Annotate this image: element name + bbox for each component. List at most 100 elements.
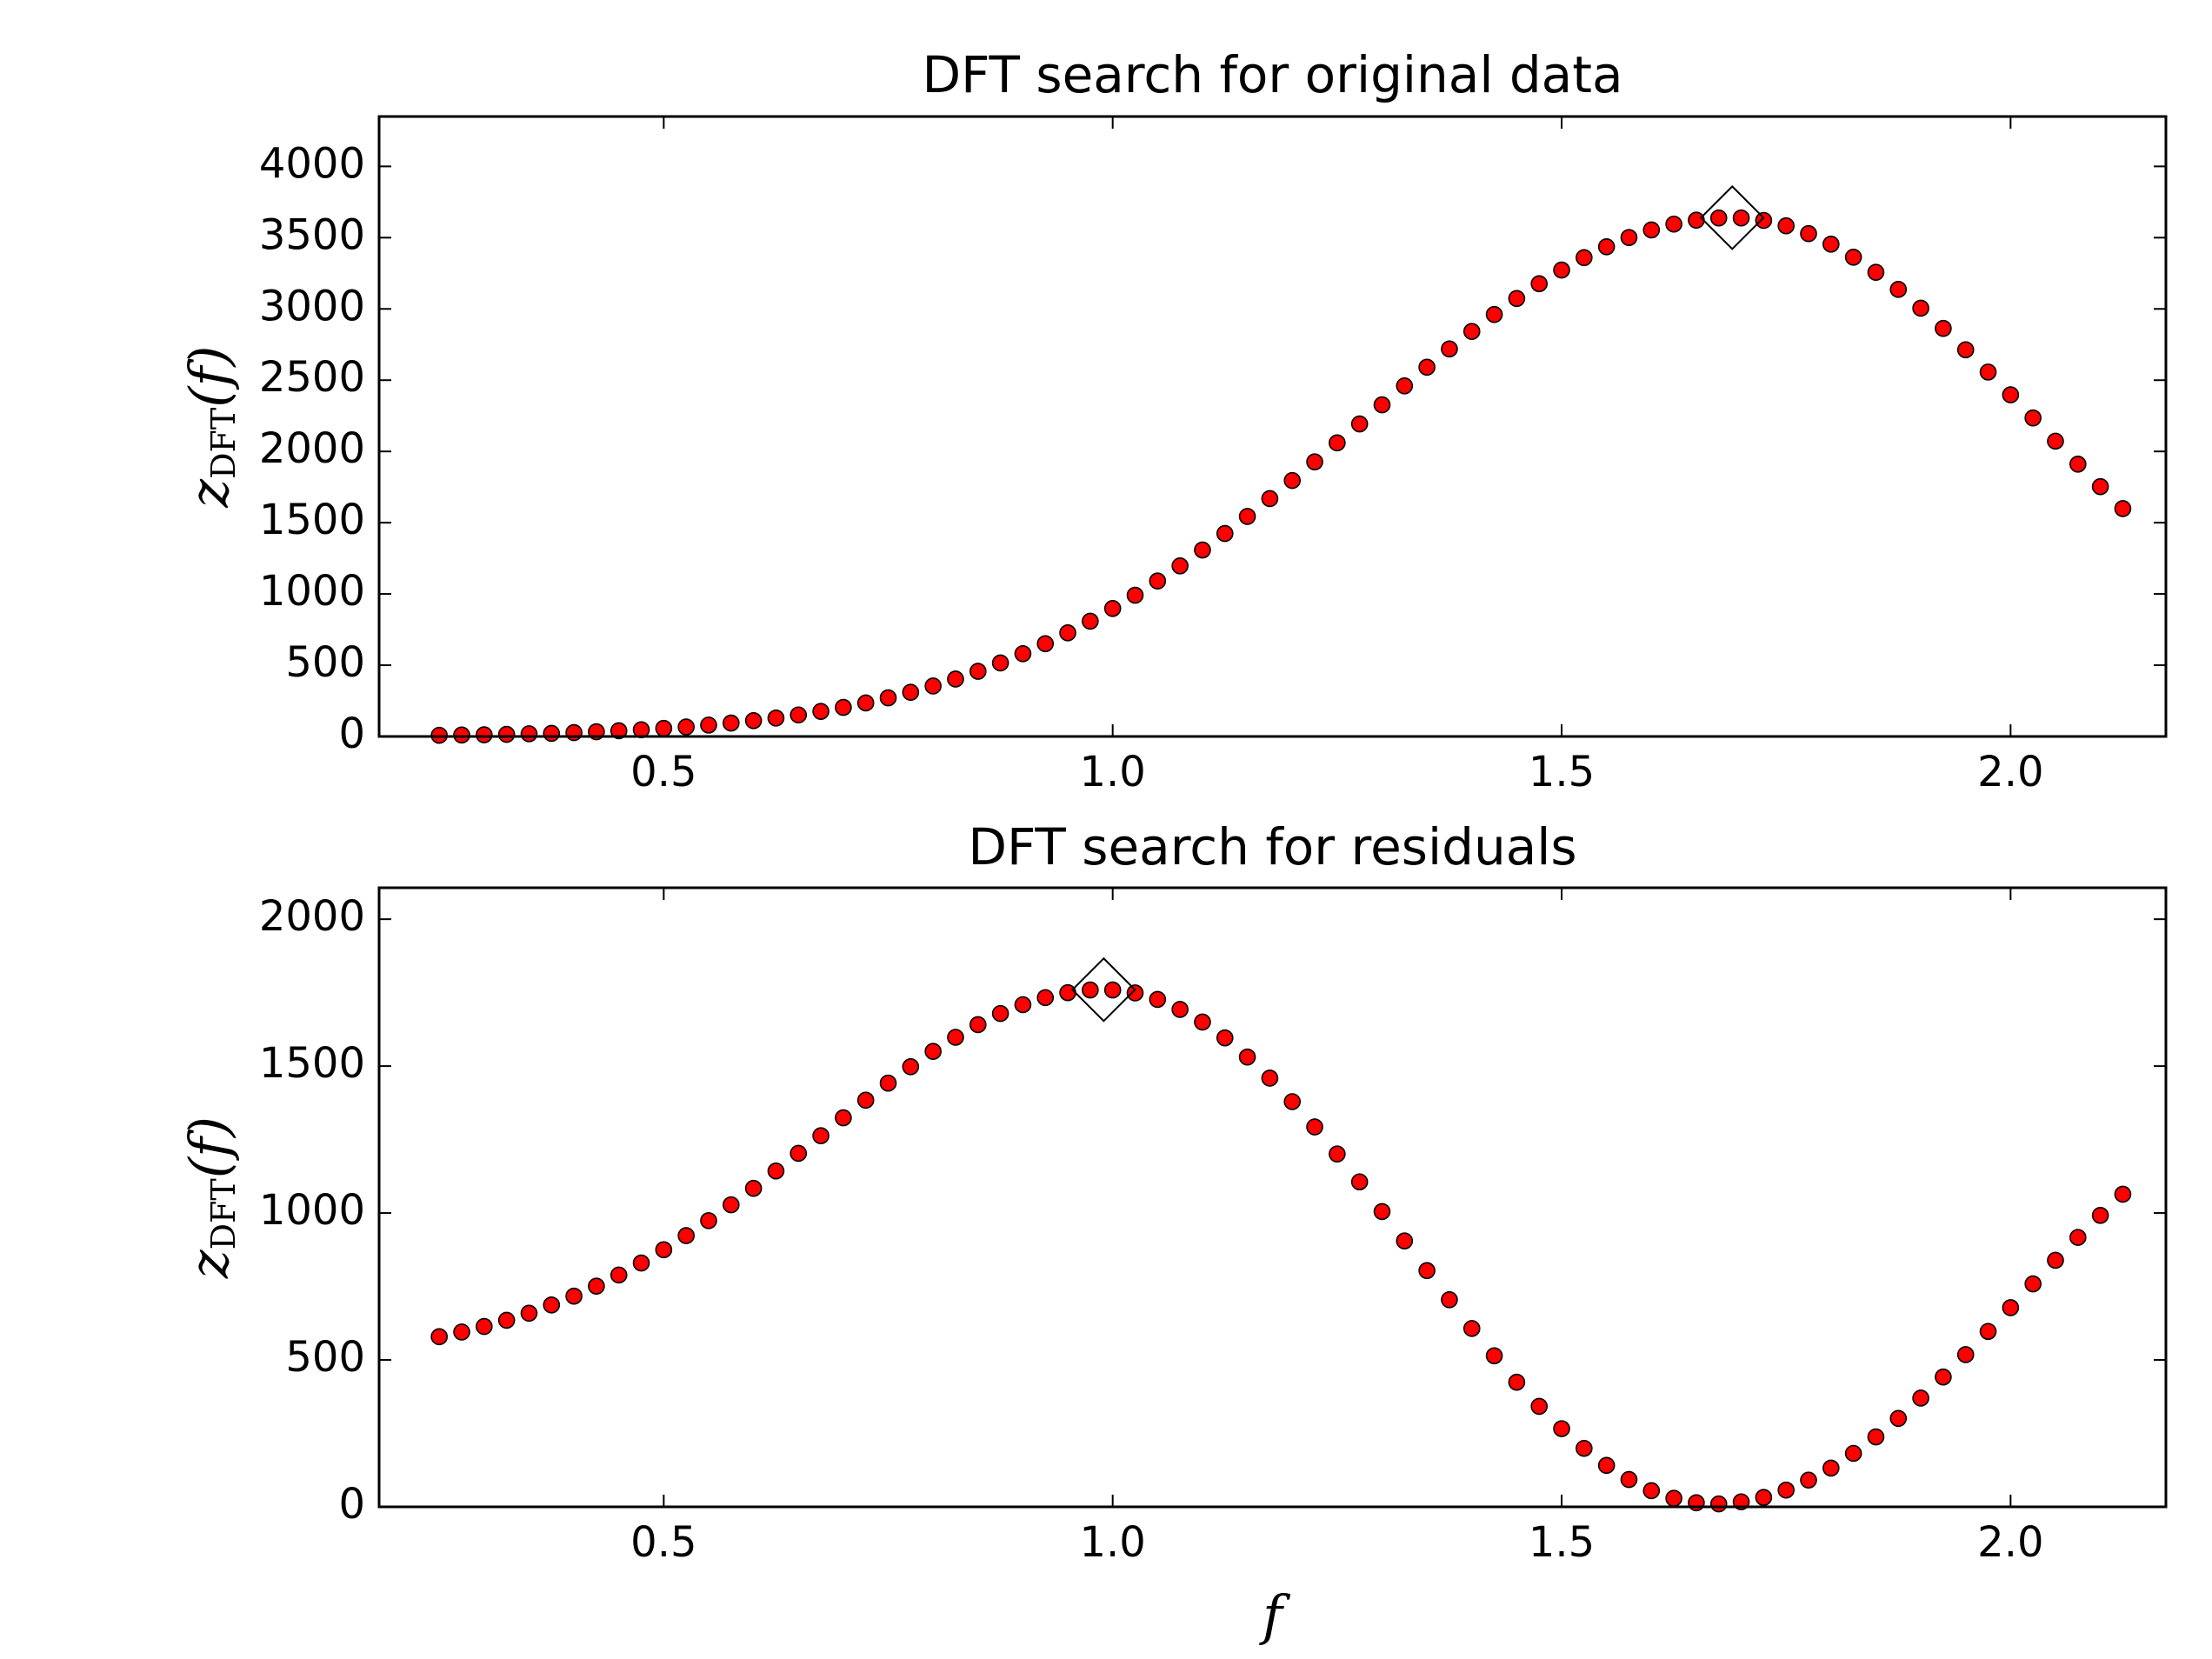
data-point: [1014, 996, 1032, 1014]
data-point: [723, 1196, 740, 1214]
data-point: [2091, 1206, 2109, 1224]
data-point: [2002, 1299, 2020, 1316]
data-point: [1889, 281, 1908, 298]
data-point: [476, 1317, 493, 1336]
data-point: [1912, 299, 1929, 317]
data-point: [1036, 989, 1055, 1007]
y-label-argument: (f): [177, 345, 241, 407]
data-point: [835, 698, 852, 716]
data-point: [1508, 290, 1526, 308]
data-point: [2114, 1185, 2132, 1203]
data-point: [947, 670, 964, 688]
chart-title: DFT search for original data: [922, 45, 1622, 104]
data-point: [1126, 586, 1144, 604]
data-point: [1261, 490, 1279, 508]
data-point: [1867, 263, 1885, 281]
data-point: [543, 1296, 561, 1314]
data-point: [767, 1162, 785, 1180]
data-point: [677, 1227, 695, 1244]
data-point: [1597, 1456, 1616, 1475]
data-point: [1216, 1029, 1234, 1047]
data-point: [497, 725, 516, 743]
data-point: [1082, 981, 1099, 999]
data-point: [902, 1057, 920, 1076]
data-point: [991, 654, 1009, 672]
data-point: [1755, 211, 1773, 230]
data-point: [1642, 1482, 1661, 1500]
data-point: [1126, 984, 1144, 1002]
data-point: [1462, 323, 1481, 340]
data-point: [1553, 1420, 1570, 1437]
data-point: [1485, 1347, 1503, 1365]
data-point: [812, 703, 830, 720]
data-point: [1844, 248, 1862, 266]
y-tick-label: 1500: [259, 496, 365, 544]
data-point: [655, 1241, 673, 1259]
data-point: [1530, 275, 1549, 293]
data-point: [1576, 1439, 1593, 1457]
data-point: [1485, 305, 1503, 323]
data-point: [1194, 1013, 1211, 1031]
y-label-argument: (f): [177, 1116, 241, 1178]
data-point: [1329, 434, 1346, 452]
y-tick-label: 1000: [259, 1186, 365, 1235]
subplot: DFT search for original data zDFT(f) 0 500 1…: [177, 45, 2168, 796]
data-point: [1171, 1001, 1189, 1018]
data-point: [744, 1179, 763, 1197]
data-point: [1350, 1173, 1369, 1191]
data-point: [1329, 1145, 1346, 1163]
data-point: [677, 718, 695, 736]
data-point: [1979, 1323, 1997, 1341]
data-point: [902, 683, 920, 701]
y-label-symbol: z: [177, 479, 241, 509]
data-point: [430, 1328, 448, 1346]
data-point: [1620, 229, 1638, 246]
y-tick-label: 0: [338, 710, 365, 758]
data-point: [1059, 624, 1076, 642]
peak-marker: [1070, 956, 1136, 1023]
data-point: [2047, 432, 2064, 450]
data-point: [520, 1304, 538, 1323]
y-label-symbol: z: [177, 1249, 241, 1279]
x-tick-label: 1.0: [1080, 748, 1146, 796]
data-point: [632, 1254, 650, 1272]
y-tick-label: 2000: [259, 892, 365, 941]
data-point: [879, 1074, 897, 1092]
data-point: [1014, 644, 1032, 663]
y-axis-label: zDFT(f): [177, 1116, 242, 1279]
data-point: [1889, 1409, 1908, 1428]
data-point: [1777, 217, 1795, 235]
data-point: [1844, 1444, 1862, 1462]
data-point: [1396, 376, 1414, 395]
data-point: [1036, 635, 1055, 653]
data-point: [1755, 1489, 1773, 1506]
y-axis-label: zDFT(f): [177, 345, 242, 508]
x-tick-label: 0.5: [630, 748, 696, 796]
data-point: [2024, 1275, 2042, 1293]
data-point: [1530, 1397, 1549, 1416]
data-point: [2002, 386, 2020, 403]
data-point: [700, 716, 717, 734]
y-tick-label: 0: [338, 1480, 365, 1529]
x-tick-label: 0.5: [630, 1518, 696, 1567]
data-point: [991, 1004, 1009, 1023]
y-tick-label: 3500: [259, 210, 365, 259]
data-point: [453, 1323, 470, 1341]
data-point: [1665, 1489, 1682, 1508]
plot-frame: [377, 115, 2168, 738]
plot-frame: [377, 886, 2168, 1509]
data-point: [1688, 211, 1705, 229]
data-point: [1283, 1093, 1302, 1110]
data-point: [1956, 1346, 1975, 1363]
data-point: [879, 689, 897, 707]
data-point: [856, 1091, 875, 1109]
data-point: [565, 723, 583, 742]
data-point: [1149, 990, 1167, 1009]
data-point: [1216, 524, 1234, 543]
data-point: [1373, 1203, 1391, 1221]
data-point: [2047, 1251, 2064, 1269]
data-point: [1149, 572, 1167, 590]
x-tick-label: 1.5: [1529, 748, 1595, 796]
data-point: [1059, 983, 1076, 1002]
